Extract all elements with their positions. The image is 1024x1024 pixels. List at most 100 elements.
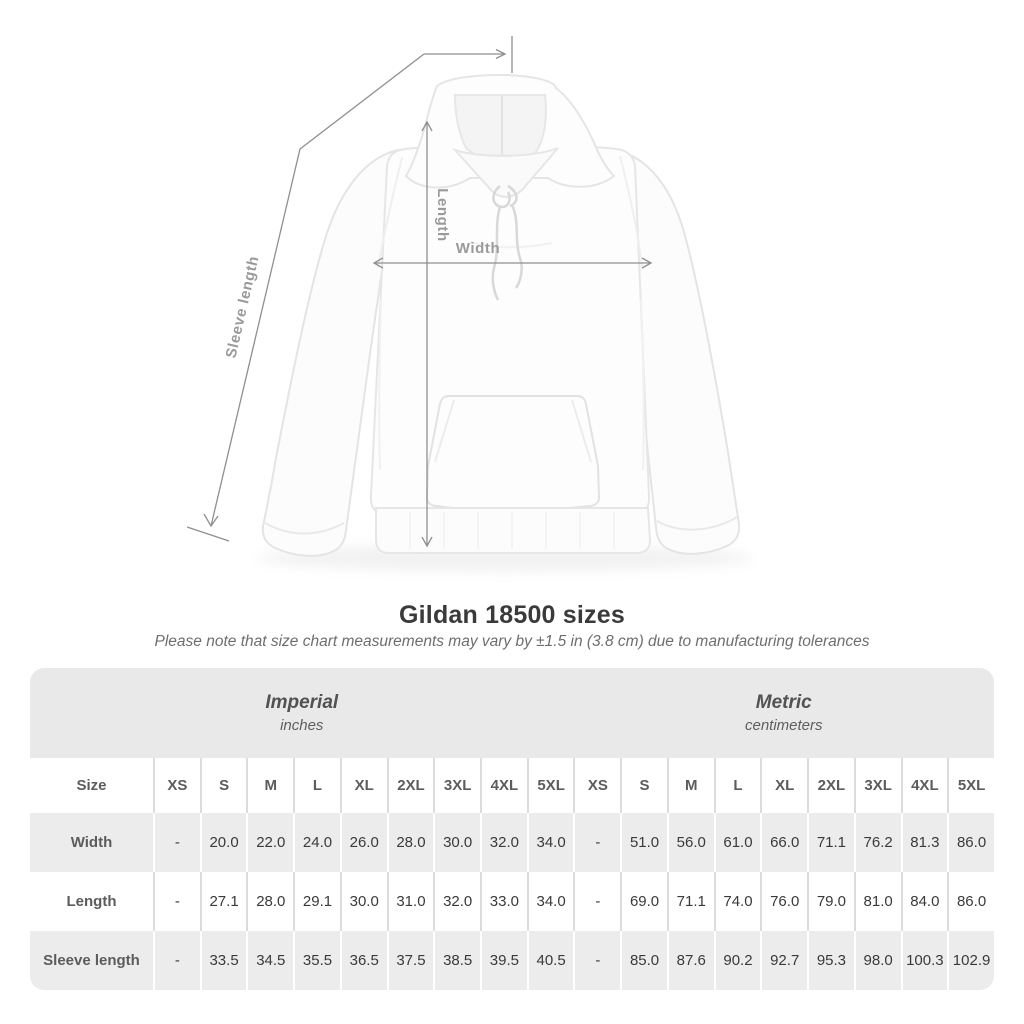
value-cell: 51.0	[620, 813, 667, 872]
value-cell: 34.0	[526, 872, 574, 931]
armhole-seam-right	[619, 155, 643, 267]
value-cell: -	[573, 872, 620, 931]
value-cell: 30.0	[433, 813, 480, 872]
value-cell: 27.1	[199, 872, 247, 931]
value-cell: 24.0	[293, 813, 340, 872]
size-col-header: 4XL	[900, 758, 948, 813]
value-cell: 79.0	[807, 872, 854, 931]
value-cell: 36.5	[339, 931, 387, 990]
value-cell: -	[153, 872, 200, 931]
value-cell: -	[573, 813, 620, 872]
value-cell: 30.0	[339, 872, 387, 931]
size-col-header: 2XL	[807, 758, 854, 813]
value-cell: 26.0	[339, 813, 387, 872]
fold-line	[378, 299, 382, 471]
size-col-header: XL	[339, 758, 387, 813]
width-arrow	[372, 257, 653, 269]
row-label: Width	[70, 834, 113, 851]
value-cell: 76.0	[760, 872, 807, 931]
value-cell: 71.1	[666, 872, 714, 931]
fold-line	[640, 299, 645, 471]
value-cell: 66.0	[760, 813, 807, 872]
value-cell: 61.0	[713, 813, 761, 872]
page-title: Gildan 18500 sizes	[399, 601, 625, 629]
value-cell: 20.0	[199, 813, 247, 872]
size-col-header: M	[246, 758, 293, 813]
size-col-header: 2XL	[386, 758, 434, 813]
size-col-header: 5XL	[947, 758, 994, 813]
imperial-group-unit: inches	[280, 717, 324, 734]
pocket-stitch-left	[434, 399, 455, 463]
size-col-header: M	[666, 758, 714, 813]
hoodie-pocket	[425, 395, 601, 512]
hoodie-hem	[375, 507, 652, 554]
hoodie-measurement-diagram: Sleeve length Length Width	[186, 36, 753, 571]
value-cell: 90.2	[713, 931, 761, 990]
size-col-header: S	[620, 758, 667, 813]
metric-group-unit: centimeters	[744, 717, 823, 734]
value-cell: 71.1	[807, 813, 854, 872]
size-col-header: 5XL	[526, 758, 574, 813]
metric-group-header: Metric centimeters	[574, 668, 995, 758]
imperial-group-title: Imperial	[265, 692, 339, 713]
value-cell: 74.0	[713, 872, 761, 931]
size-col-header: XS	[573, 758, 620, 813]
value-cell: 76.2	[853, 813, 901, 872]
value-cell: 22.0	[246, 813, 293, 872]
row-label: Sleeve length	[43, 952, 140, 969]
sleeve-length-arrow	[186, 36, 513, 542]
neck-opening	[451, 147, 559, 198]
fold-line	[469, 241, 553, 249]
value-cell: 69.0	[620, 872, 667, 931]
value-cell: 95.3	[807, 931, 854, 990]
value-cell: 34.0	[526, 813, 574, 872]
pocket-stitch-right	[571, 399, 592, 463]
value-cell: 87.6	[666, 931, 714, 990]
value-cell: 37.5	[386, 931, 434, 990]
value-cell: 92.7	[760, 931, 807, 990]
value-cell: 34.5	[246, 931, 293, 990]
size-header-row: Size XS S M L XL 2XL 3XL 4XL 5XL XS S M …	[30, 758, 994, 813]
size-col-header: XL	[760, 758, 807, 813]
size-col-header: 4XL	[480, 758, 527, 813]
width-label: Width	[456, 240, 501, 257]
length-arrow	[421, 120, 433, 548]
value-cell: 81.0	[853, 872, 901, 931]
value-cell: 33.0	[480, 872, 527, 931]
value-cell: 56.0	[666, 813, 714, 872]
value-cell: 100.3	[900, 931, 948, 990]
sleeve-length-row: Sleeve length - 33.5 34.5 35.5 36.5 37.5…	[30, 931, 994, 990]
value-cell: 39.5	[480, 931, 527, 990]
value-cell: 86.0	[947, 813, 994, 872]
value-cell: 85.0	[620, 931, 667, 990]
size-col-header: L	[293, 758, 340, 813]
value-cell: 40.5	[526, 931, 574, 990]
value-cell: -	[153, 931, 200, 990]
drawstrings	[491, 184, 523, 301]
width-row: Width - 20.0 22.0 24.0 26.0 28.0 30.0 32…	[30, 813, 994, 872]
hem-rib-lines	[409, 512, 615, 549]
size-col-header: L	[713, 758, 761, 813]
size-col-header: 3XL	[853, 758, 901, 813]
value-cell: 29.1	[293, 872, 340, 931]
size-table: Imperial inches Metric centimeters Size …	[30, 668, 994, 990]
length-label: Length	[434, 188, 451, 242]
value-cell: 84.0	[900, 872, 948, 931]
value-cell: 32.0	[480, 813, 527, 872]
value-cell: 102.9	[947, 931, 994, 990]
size-col-header: S	[199, 758, 247, 813]
unit-group-header: Imperial inches Metric centimeters	[30, 668, 994, 758]
size-col-header: 3XL	[433, 758, 480, 813]
hoodie-sleeve-left	[261, 148, 404, 557]
cuff-seam-right	[656, 516, 738, 531]
value-cell: 28.0	[246, 872, 293, 931]
imperial-group-header: Imperial inches	[30, 668, 574, 758]
value-cell: 32.0	[433, 872, 480, 931]
metric-group-title: Metric	[755, 692, 812, 713]
length-row: Length - 27.1 28.0 29.1 30.0 31.0 32.0 3…	[30, 872, 994, 931]
sleeve-length-label: Sleeve length	[223, 254, 263, 360]
cuff-seam-left	[264, 522, 345, 535]
value-cell: -	[573, 931, 620, 990]
row-label: Length	[66, 893, 117, 910]
